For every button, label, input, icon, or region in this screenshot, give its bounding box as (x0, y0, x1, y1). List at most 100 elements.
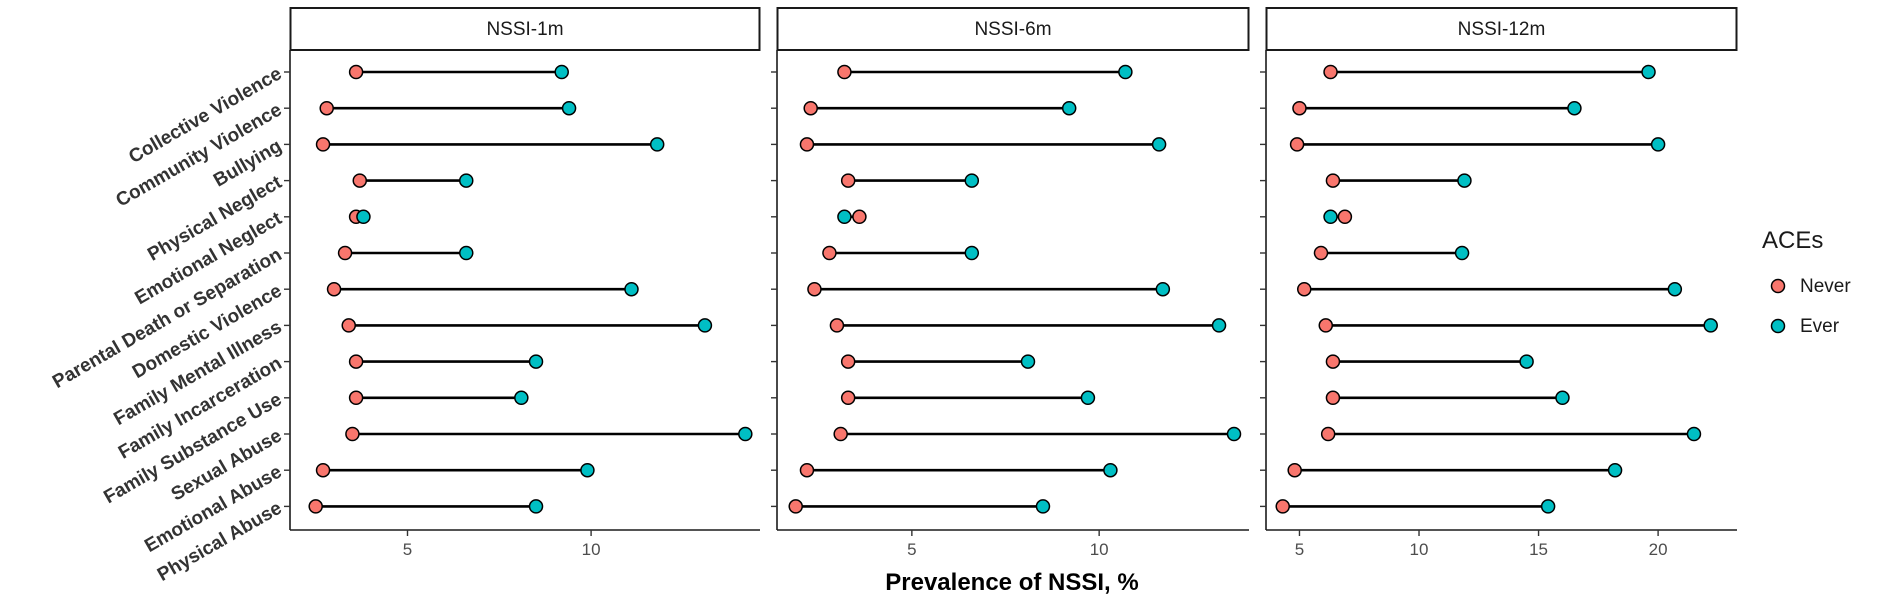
x-tick-label: 5 (403, 540, 412, 559)
x-tick-label: 5 (1295, 540, 1304, 559)
point-ever (1035, 499, 1051, 514)
point-never (807, 281, 822, 297)
x-tick-label: 5 (907, 540, 916, 559)
point-ever (554, 64, 569, 80)
x-tick-label: 10 (1410, 540, 1429, 559)
point-ever (1555, 390, 1570, 406)
point-never (837, 64, 852, 80)
point-ever (528, 499, 544, 514)
point-never (1325, 173, 1341, 188)
point-never (840, 390, 856, 406)
x-tick-label: 20 (1649, 540, 1668, 559)
point-never (315, 137, 331, 152)
point-never (341, 318, 356, 333)
point-never (1275, 499, 1290, 514)
point-ever (1454, 245, 1470, 261)
point-ever (1061, 100, 1077, 116)
point-never (1320, 426, 1336, 442)
point-never (799, 462, 815, 478)
point-ever (1540, 499, 1556, 514)
point-never (348, 354, 364, 369)
point-never (319, 100, 334, 116)
point-never (308, 499, 323, 514)
panels-layer: NSSI-1m 5 10 NSSI-6m 5 10 NSSI-12m 5 10 15 20 (284, 7, 1738, 559)
point-never (1313, 245, 1329, 261)
point-ever (1519, 354, 1534, 369)
point-ever (1151, 137, 1167, 152)
point-never (348, 390, 364, 406)
point-ever (697, 318, 713, 333)
point-never (833, 426, 848, 442)
legend-title: ACEs (1762, 227, 1823, 254)
point-ever (1457, 173, 1472, 188)
point-never (840, 173, 856, 188)
legend: ACEs Never Ever (1762, 227, 1851, 337)
point-ever (1567, 100, 1582, 116)
point-ever (1226, 426, 1242, 442)
point-never (337, 245, 353, 261)
point-ever (514, 390, 529, 406)
point-ever (1080, 390, 1096, 406)
point-never (840, 354, 856, 369)
point-ever (1103, 462, 1118, 478)
point-ever (1667, 281, 1683, 297)
point-never (348, 64, 364, 80)
point-ever (1607, 462, 1623, 478)
point-ever (459, 173, 474, 188)
panel-strip (289, 7, 761, 51)
point-ever (356, 209, 371, 225)
point-ever (1020, 354, 1036, 369)
point-ever (459, 245, 474, 261)
point-never (803, 100, 818, 116)
point-never (1297, 281, 1312, 297)
point-never (1318, 318, 1334, 333)
point-ever (1641, 64, 1656, 80)
point-ever (1650, 137, 1666, 152)
point-never (799, 137, 815, 152)
panel-3: NSSI-12m 5 10 15 20 (1260, 7, 1738, 559)
x-tick-label: 10 (582, 540, 601, 559)
point-never (352, 173, 368, 188)
x-tick-label: 15 (1529, 540, 1548, 559)
legend-label-ever: Ever (1800, 316, 1840, 337)
panel-title: NSSI-12m (1458, 19, 1546, 40)
point-ever (1703, 318, 1718, 333)
point-ever (738, 426, 753, 442)
point-never (1325, 390, 1341, 406)
point-ever (649, 137, 665, 152)
panel-1: NSSI-1m 5 10 (284, 7, 761, 559)
point-ever (1323, 209, 1338, 225)
legend-key-ever (1770, 318, 1786, 334)
x-tick-label: 10 (1090, 540, 1109, 559)
point-never (852, 209, 867, 225)
point-never (1325, 354, 1341, 369)
point-never (1287, 462, 1302, 478)
point-ever (528, 354, 544, 369)
point-never (315, 462, 331, 478)
point-never (1292, 100, 1307, 116)
legend-key-never (1770, 278, 1786, 294)
point-never (1323, 64, 1338, 80)
point-ever (1155, 281, 1171, 297)
point-ever (561, 100, 577, 116)
point-never (829, 318, 845, 333)
point-never (1337, 209, 1353, 225)
point-never (1289, 137, 1305, 152)
point-never (788, 499, 803, 514)
panel-title: NSSI-1m (486, 19, 563, 40)
panel-strip (776, 7, 1250, 51)
point-ever (837, 209, 852, 225)
point-ever (964, 245, 980, 261)
panel-strip (1265, 7, 1738, 51)
panel-2: NSSI-6m 5 10 (771, 7, 1250, 559)
point-ever (1686, 426, 1702, 442)
point-ever (580, 462, 595, 478)
x-axis-title: Prevalence of NSSI, % (885, 569, 1138, 596)
point-ever (1211, 318, 1227, 333)
point-never (345, 426, 360, 442)
point-never (326, 281, 342, 297)
point-ever (624, 281, 639, 297)
legend-label-never: Never (1800, 276, 1851, 297)
